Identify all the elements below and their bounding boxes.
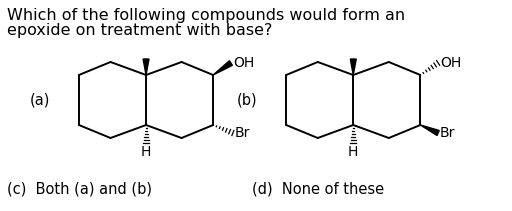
Text: Which of the following compounds would form an: Which of the following compounds would f…	[7, 8, 405, 23]
Text: Br: Br	[235, 126, 250, 140]
Text: (b): (b)	[237, 92, 258, 107]
Text: H: H	[348, 145, 358, 159]
Polygon shape	[420, 125, 439, 135]
Text: OH: OH	[233, 56, 254, 70]
Polygon shape	[143, 59, 149, 75]
Text: (d)  None of these: (d) None of these	[251, 182, 384, 197]
Polygon shape	[350, 59, 356, 75]
Text: (a): (a)	[30, 92, 50, 107]
Polygon shape	[213, 61, 232, 75]
Text: (c)  Both (a) and (b): (c) Both (a) and (b)	[7, 182, 152, 197]
Text: epoxide on treatment with base?: epoxide on treatment with base?	[7, 23, 272, 38]
Text: H: H	[141, 145, 151, 159]
Text: OH: OH	[440, 56, 461, 70]
Text: Br: Br	[440, 126, 456, 140]
